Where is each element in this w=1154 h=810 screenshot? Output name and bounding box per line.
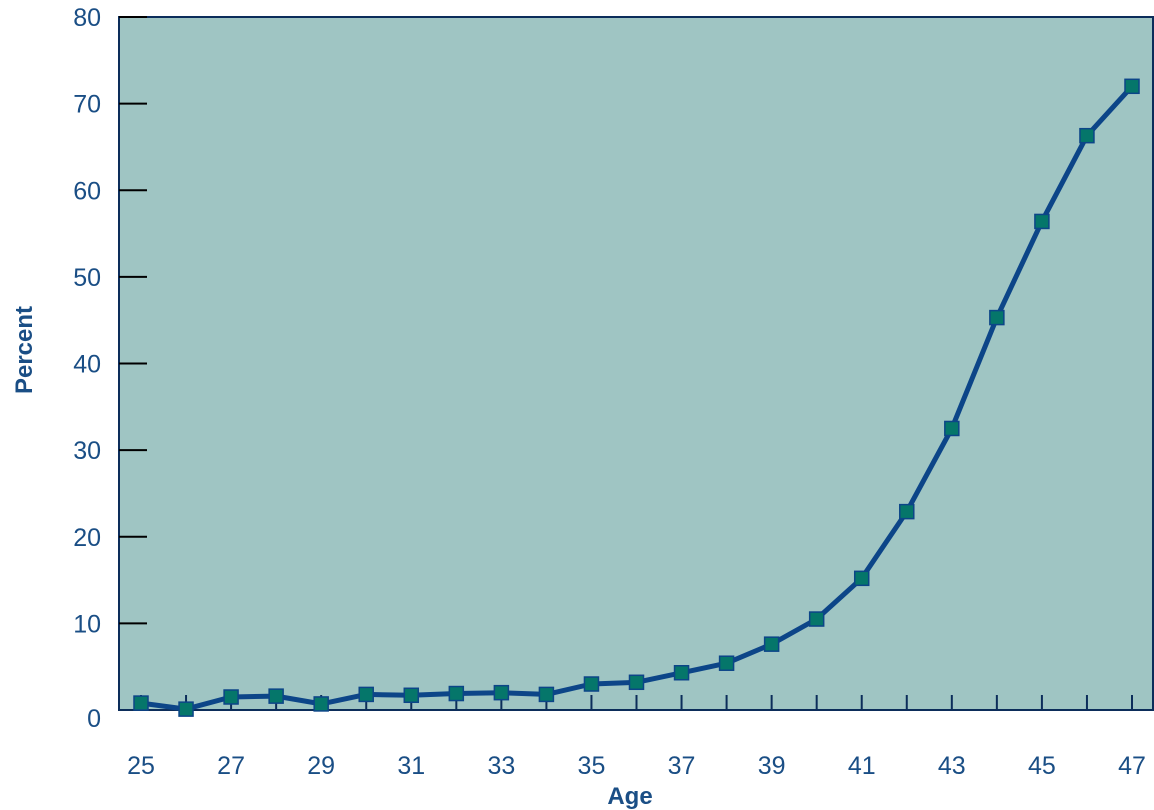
x-tick-label: 29: [307, 752, 335, 780]
y-tick-label: 20: [73, 524, 101, 552]
x-tick-label: 33: [487, 752, 515, 780]
data-point-marker: [403, 687, 420, 704]
data-point-marker: [178, 701, 194, 717]
plot-area: [118, 16, 1154, 711]
data-point-marker: [358, 686, 374, 703]
x-tick-label: 41: [848, 752, 876, 780]
y-tick-label: 80: [73, 4, 101, 32]
data-point-marker: [268, 688, 284, 704]
data-point-marker: [223, 689, 239, 705]
data-point-marker: [718, 655, 735, 671]
y-tick-label: 70: [73, 91, 101, 119]
y-tick-label: 60: [73, 177, 101, 205]
data-point-marker: [989, 309, 1005, 326]
x-tick-label: 35: [578, 752, 606, 780]
data-point-marker: [493, 684, 510, 701]
data-point-marker: [628, 674, 645, 691]
data-point-marker: [763, 636, 780, 652]
data-point-marker: [899, 503, 915, 520]
x-tick-label: 31: [397, 752, 425, 780]
y-tick-label: 30: [73, 437, 101, 465]
x-tick-label: 25: [127, 752, 155, 780]
x-tick-label: 37: [668, 752, 696, 780]
x-tick-label: 43: [938, 752, 966, 780]
data-point-marker: [1034, 213, 1050, 230]
y-tick-label: 50: [73, 264, 101, 292]
y-tick-labels: 0 10 20 30 40 50 60 70 80: [73, 4, 101, 733]
data-point-marker: [448, 685, 465, 702]
data-point-marker: [1079, 127, 1095, 144]
x-tick-label: 39: [758, 752, 786, 780]
x-axis-title: Age: [607, 783, 652, 810]
data-point-marker: [673, 665, 690, 681]
y-tick-label: 10: [73, 610, 101, 638]
data-point-marker: [853, 570, 870, 587]
x-tick-label: 47: [1118, 752, 1146, 780]
data-point-marker: [313, 696, 329, 712]
x-tick-label: 45: [1028, 752, 1056, 780]
series-layer: [133, 78, 1140, 717]
data-point-marker: [538, 686, 555, 703]
data-point-marker: [583, 676, 600, 692]
data-point-marker: [944, 420, 960, 437]
y-axis-title: Percent: [11, 306, 38, 394]
data-point-marker: [808, 611, 825, 627]
x-tick-label: 27: [217, 752, 245, 780]
y-tick-label: 0: [87, 705, 101, 733]
y-tick-label: 40: [73, 351, 101, 379]
data-point-marker: [133, 695, 149, 711]
data-point-marker: [1124, 78, 1140, 95]
x-tick-labels: 25 27 29 31 33 35 37 39 41 43 45 47: [127, 752, 1146, 780]
